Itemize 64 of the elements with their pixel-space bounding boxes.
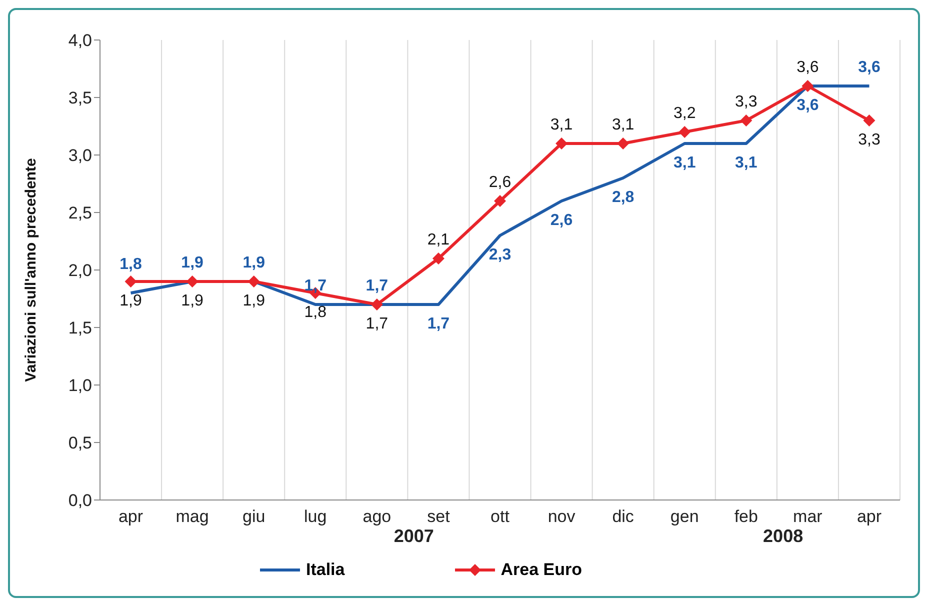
point xyxy=(124,276,137,288)
data-label: 2,3 xyxy=(488,246,512,264)
y-tick-label: 3,0 xyxy=(68,146,92,166)
point xyxy=(248,276,260,288)
data-label: 3,1 xyxy=(673,154,696,172)
y-tick-label: 4,0 xyxy=(68,31,92,50)
data-label: 1,7 xyxy=(366,278,388,294)
x-tick-label: ago xyxy=(362,507,392,526)
data-label: 1,7 xyxy=(304,278,327,294)
y-tick-label: 1,0 xyxy=(68,376,92,396)
data-label: 3,6 xyxy=(796,97,819,114)
x-tick-label: gen xyxy=(670,507,699,526)
y-axis-title: Variazioni sull'anno precedente xyxy=(22,158,40,382)
y-tick-label: 2,5 xyxy=(68,204,92,223)
data-label: 3,2 xyxy=(673,105,696,122)
point xyxy=(617,138,630,150)
data-label: 1,9 xyxy=(242,254,266,272)
y-tick-label: 0,5 xyxy=(68,434,92,453)
data-label: 3,1 xyxy=(735,154,758,172)
data-label: 1,9 xyxy=(120,292,142,310)
data-label: 3,3 xyxy=(858,132,880,148)
x-tick-label: dic xyxy=(612,507,634,526)
text: 2008 xyxy=(763,526,804,546)
text: 2007 xyxy=(394,526,434,546)
data-label: 1,7 xyxy=(366,316,388,332)
x-tick-label: set xyxy=(427,507,450,526)
data-label: 3,1 xyxy=(612,116,634,134)
data-label: 1,8 xyxy=(304,304,327,321)
data-label: 2,1 xyxy=(427,232,450,248)
point xyxy=(370,298,383,310)
y-tick-label: 3,5 xyxy=(68,88,92,108)
point xyxy=(494,195,506,207)
x-tick-label: giu xyxy=(242,507,266,526)
data-label: 3,6 xyxy=(796,59,819,76)
data-label: 3,1 xyxy=(550,116,573,134)
data-label: 1,9 xyxy=(181,254,204,272)
x-tick-label: feb xyxy=(734,507,758,526)
y-tick-label: 1,5 xyxy=(68,318,92,338)
x-tick-label: mar xyxy=(793,507,823,526)
data-label: 1,9 xyxy=(181,292,204,310)
y-tick-label: 0,0 xyxy=(68,491,92,510)
point xyxy=(432,252,444,264)
x-tick-label: ott xyxy=(490,507,510,526)
data-label: 1,8 xyxy=(120,256,142,273)
y-tick-label: 2,0 xyxy=(68,261,92,280)
x-tick-label: apr xyxy=(856,507,882,526)
x-tick-label: apr xyxy=(118,507,144,526)
data-label: 3,6 xyxy=(858,59,880,76)
x-tick-label: mag xyxy=(176,507,209,526)
x-tick-label: lug xyxy=(304,507,327,526)
point xyxy=(740,114,752,126)
data-label: 3,3 xyxy=(735,94,758,110)
data-label: 2,8 xyxy=(612,189,634,206)
legend-label: Area Euro xyxy=(500,560,582,580)
data-label: 2,6 xyxy=(550,212,573,229)
legend-label: Italia xyxy=(305,560,345,580)
x-tick-label: nov xyxy=(548,507,576,526)
data-label: 1,9 xyxy=(242,292,266,310)
data-label: 2,6 xyxy=(488,174,512,191)
data-label: 1,7 xyxy=(427,316,450,332)
point xyxy=(186,276,198,288)
point xyxy=(802,80,814,92)
point xyxy=(863,114,876,126)
point xyxy=(678,126,691,138)
